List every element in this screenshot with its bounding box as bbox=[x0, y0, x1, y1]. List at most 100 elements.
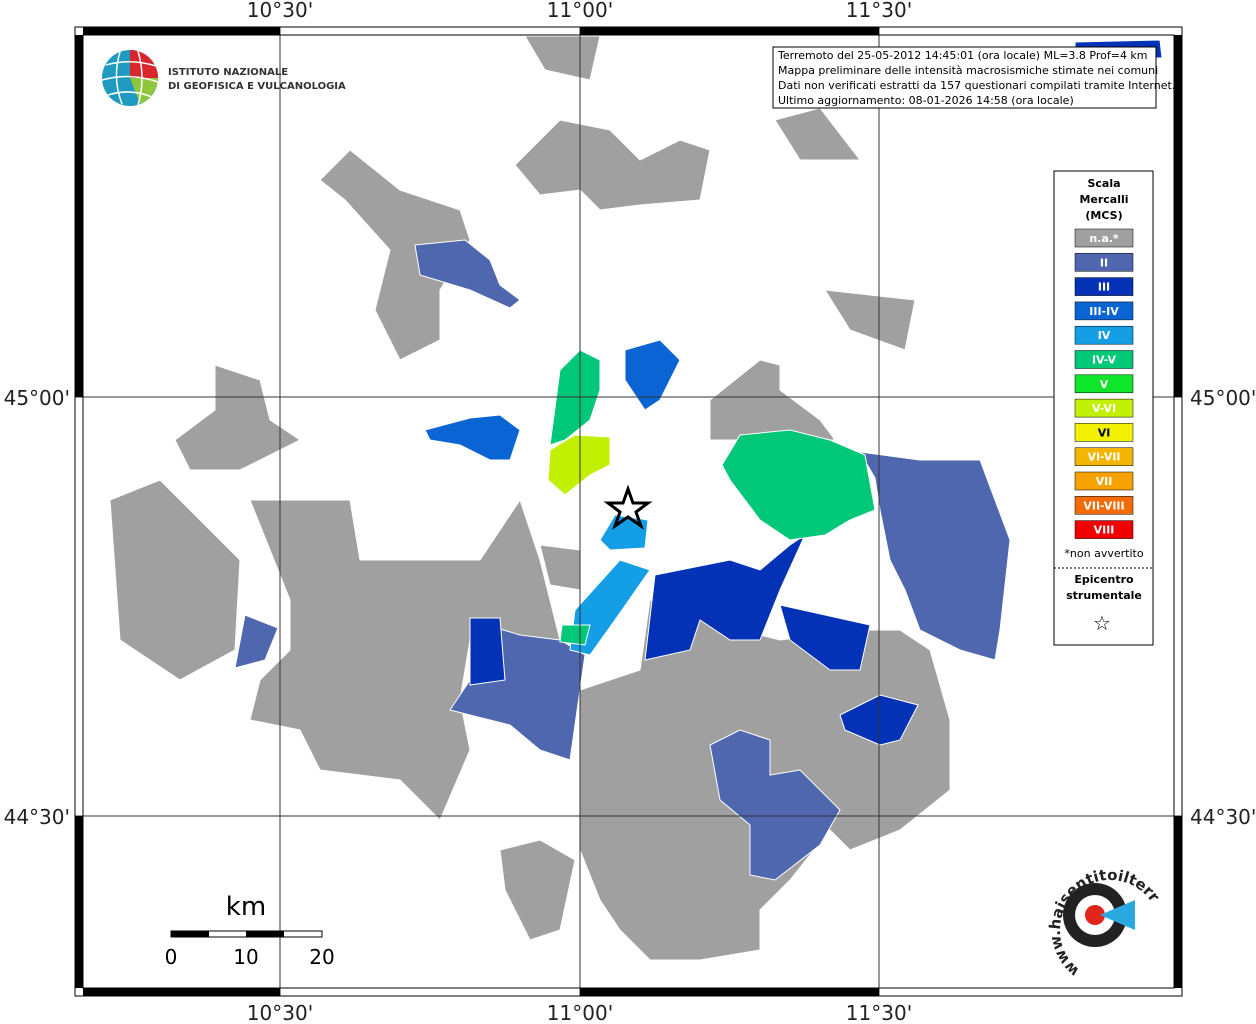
municipality bbox=[644, 533, 807, 661]
lat-label: 45°00' bbox=[1190, 386, 1256, 410]
info-box: Terremoto del 25-05-2012 14:45:01 (ora l… bbox=[772, 46, 1175, 109]
municipality bbox=[709, 359, 836, 441]
municipality bbox=[524, 35, 601, 81]
municipality bbox=[414, 239, 521, 309]
legend-label: III-IV bbox=[1089, 305, 1119, 318]
legend-label: IV bbox=[1098, 329, 1111, 342]
municipality bbox=[514, 119, 711, 211]
legend-label: VI bbox=[1098, 426, 1111, 439]
lon-label: 11°00' bbox=[547, 1001, 613, 1024]
logo-text: ISTITUTO NAZIONALE bbox=[168, 67, 288, 78]
badge-dot bbox=[1085, 905, 1105, 925]
graticule bbox=[75, 27, 1182, 996]
legend: Scala Mercalli (MCS) *non avvertito Epic… bbox=[1053, 170, 1154, 646]
logo-text: DI GEOFISICA E VULCANOLOGIA bbox=[168, 81, 346, 92]
legend-label: IV-V bbox=[1092, 354, 1117, 367]
regions bbox=[109, 35, 1163, 961]
legend-label: n.a.* bbox=[1089, 232, 1119, 245]
lat-label: 44°30' bbox=[4, 805, 70, 829]
frame-bar bbox=[83, 988, 280, 996]
municipality bbox=[559, 624, 591, 646]
municipality bbox=[174, 364, 301, 471]
legend-swatch bbox=[1074, 471, 1134, 491]
legend-label: VI-VII bbox=[1087, 451, 1120, 464]
frame-bar bbox=[75, 816, 83, 988]
lon-label: 11°30' bbox=[846, 0, 912, 22]
legend-note: *non avvertito bbox=[1064, 547, 1143, 560]
municipality bbox=[569, 559, 651, 656]
legend-title: (MCS) bbox=[1085, 209, 1122, 222]
legend-label: VII bbox=[1096, 475, 1113, 488]
info-line: Terremoto del 25-05-2012 14:45:01 (ora l… bbox=[777, 49, 1148, 62]
scale-label: 20 bbox=[309, 945, 334, 969]
frame-bar bbox=[1174, 35, 1182, 397]
legend-swatch bbox=[1074, 374, 1134, 394]
municipality bbox=[249, 498, 561, 821]
legend-swatch bbox=[1074, 228, 1134, 248]
legend-label: V bbox=[1100, 378, 1109, 391]
info-line: Dati non verificati estratti da 157 ques… bbox=[778, 79, 1175, 92]
scale-label: 10 bbox=[233, 945, 258, 969]
frame-bar bbox=[75, 35, 83, 397]
municipality bbox=[469, 617, 506, 686]
municipality bbox=[234, 614, 279, 669]
legend-star: ☆ bbox=[1093, 611, 1111, 635]
municipality bbox=[824, 289, 916, 351]
logo-sector bbox=[130, 78, 158, 104]
municipality bbox=[709, 729, 841, 881]
legend-swatch bbox=[1074, 350, 1134, 369]
legend-swatch bbox=[1074, 496, 1134, 515]
municipality bbox=[499, 839, 576, 941]
frame-bar bbox=[1174, 816, 1182, 988]
epicenter-star bbox=[603, 484, 653, 530]
frame-bar bbox=[580, 27, 879, 35]
municipality bbox=[774, 107, 862, 161]
legend-label: VII-VIII bbox=[1083, 499, 1124, 512]
lon-label: 10°30' bbox=[247, 1001, 313, 1024]
scale-label: 0 bbox=[165, 945, 178, 969]
municipality bbox=[319, 149, 471, 361]
legend-swatch bbox=[1074, 325, 1134, 345]
info-line: Ultimo aggiornamento: 08-01-2026 14:58 (… bbox=[778, 94, 1074, 107]
scale-segment bbox=[246, 931, 284, 937]
legend-title: Mercalli bbox=[1079, 193, 1128, 206]
frame-bar bbox=[83, 27, 280, 35]
info-line: Mappa preliminare delle intensità macros… bbox=[778, 64, 1158, 77]
legend-label: V-VI bbox=[1092, 402, 1116, 415]
legend-label: II bbox=[1100, 256, 1108, 269]
municipality bbox=[547, 434, 611, 496]
ingv-logo: ISTITUTO NAZIONALE DI GEOFISICA E VULCAN… bbox=[101, 50, 346, 106]
legend-label: III bbox=[1098, 281, 1110, 294]
scale-unit: km bbox=[226, 892, 266, 922]
legend-epicenter: Epicentro bbox=[1074, 573, 1134, 586]
scale-segment bbox=[171, 931, 209, 937]
legend-swatch bbox=[1074, 447, 1134, 466]
badge-beam bbox=[1100, 900, 1135, 930]
lat-label: 45°00' bbox=[4, 386, 70, 410]
logo-lines bbox=[101, 50, 159, 106]
logo-sector bbox=[130, 50, 158, 78]
legend-swatch bbox=[1074, 277, 1134, 296]
municipality bbox=[424, 414, 521, 461]
frame-bar bbox=[580, 988, 879, 996]
legend-label: VIII bbox=[1094, 524, 1115, 537]
legend-swatch bbox=[1074, 253, 1134, 272]
municipality bbox=[109, 479, 241, 681]
legend-swatch bbox=[1074, 398, 1134, 418]
info-frame bbox=[772, 46, 1157, 109]
lon-label: 11°30' bbox=[846, 1001, 912, 1024]
municipality bbox=[779, 604, 871, 671]
legend-title: Scala bbox=[1087, 177, 1120, 190]
municipality bbox=[624, 339, 681, 411]
lon-label: 11°00' bbox=[547, 0, 613, 22]
legend-swatch bbox=[1074, 520, 1134, 539]
municipality bbox=[859, 451, 1011, 661]
frame bbox=[74, 26, 1183, 997]
municipality bbox=[721, 429, 876, 541]
lon-label: 10°30' bbox=[247, 0, 313, 22]
legend-epicenter: strumentale bbox=[1066, 589, 1142, 602]
lat-label: 44°30' bbox=[1190, 805, 1256, 829]
coordinate-labels: 10°30' 11°00' 11°30' 10°30' 11°00' 11°30… bbox=[4, 0, 1256, 1024]
scale-bar: km 0 10 20 bbox=[165, 892, 335, 969]
